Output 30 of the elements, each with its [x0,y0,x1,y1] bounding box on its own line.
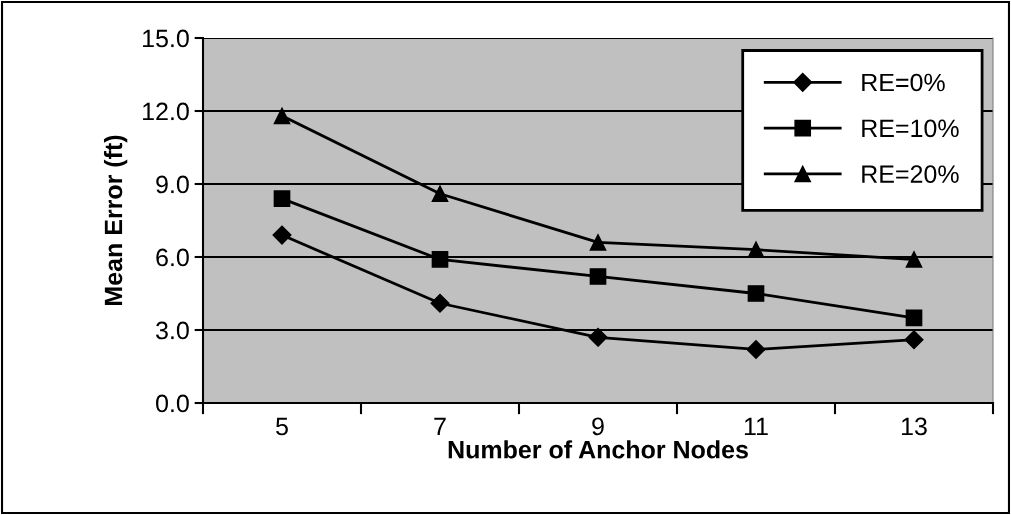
x-axis-title: Number of Anchor Nodes [448,440,748,459]
y-tick-label: 6.0 [156,248,189,267]
point [272,225,292,245]
point [588,327,608,347]
point [589,234,607,251]
point [273,190,291,207]
y-axis-title: Mean Error (ft) [103,135,128,305]
point [273,107,291,125]
x-tick-label: 5 [276,417,288,436]
y-tick-label: 9.0 [156,175,189,194]
x-tick-label: 7 [434,417,446,436]
point [747,285,765,302]
y-tick-label: 3.0 [156,321,189,340]
point [589,268,607,285]
point [431,251,449,268]
point [905,251,923,268]
point [431,185,449,203]
legend-label: RE=20% [862,165,959,183]
y-tick-label: 12.0 [143,102,189,121]
point [905,309,923,327]
point [904,330,924,350]
y-tick-label: 15.0 [143,29,189,48]
legend-label: RE=0% [862,73,945,92]
x-tick-label: 9 [592,417,604,436]
legend-label: RE=10% [862,119,959,138]
x-tick-label: 11 [744,417,768,436]
point [430,293,450,313]
x-tick-label: 13 [902,417,927,436]
y-tick-label: 0.0 [156,394,189,413]
point [746,339,766,360]
